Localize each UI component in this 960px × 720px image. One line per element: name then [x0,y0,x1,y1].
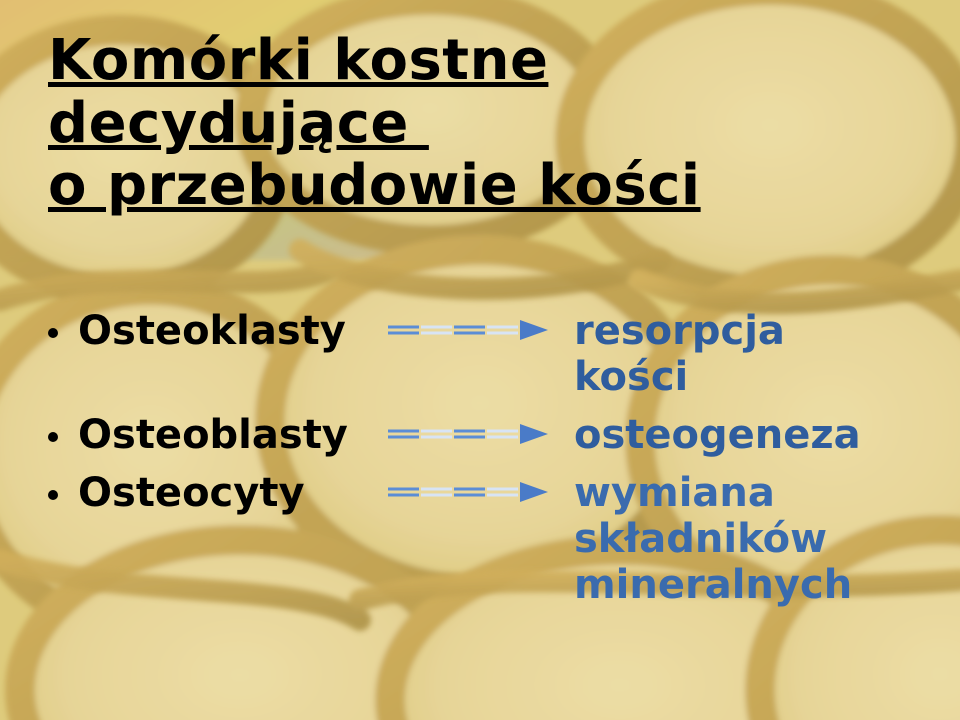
mapping-row: Osteocyty wymiana składników mineralnych [48,470,912,608]
row-left: Osteoblasty [48,412,388,458]
mapping-rows: Osteoklasty resorpcja kości Osteoblasty … [48,308,912,608]
mapping-row: Osteoblasty osteogeneza [48,412,912,458]
arrow [388,412,574,448]
left-label: Osteoblasty [78,412,348,458]
left-label: Osteoklasty [78,308,346,354]
slide: Komórki kostne decydujące o przebudowie … [0,0,960,720]
left-label: Osteocyty [78,470,305,516]
arrow-icon [388,424,548,444]
right-label: wymiana składników mineralnych [574,470,912,608]
arrow-icon [388,320,548,340]
slide-content: Komórki kostne decydujące o przebudowie … [0,0,960,608]
arrow [388,470,574,506]
row-left: Osteoklasty [48,308,388,354]
arrow [388,308,574,344]
bullet-dot [48,432,58,442]
mapping-row: Osteoklasty resorpcja kości [48,308,912,400]
bullet-dot [48,328,58,338]
right-label: resorpcja kości [574,308,912,400]
row-left: Osteocyty [48,470,388,516]
bullet-dot [48,490,58,500]
slide-title: Komórki kostne decydujące o przebudowie … [48,30,912,218]
right-label: osteogeneza [574,412,861,458]
arrow-icon [388,482,548,502]
